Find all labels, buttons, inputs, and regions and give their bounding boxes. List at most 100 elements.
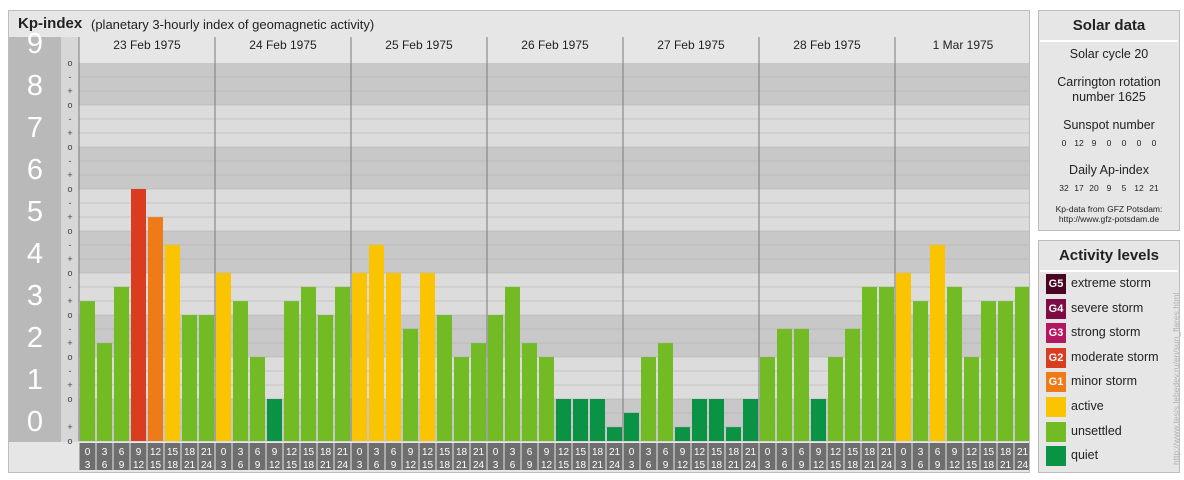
kp-bar [692, 399, 707, 441]
interval-end-label: 6 [782, 460, 788, 471]
kp-bar-chart: 23 Feb 1975 24 Feb 1975 25 Feb 1975 26 Feb … [9, 28, 1029, 471]
kp-bar [862, 286, 877, 441]
credit-line1: Kp-data from GFZ Potsdam: [1055, 204, 1163, 214]
interval-cell [878, 443, 895, 470]
kp-bar [471, 343, 486, 441]
sub-tick-label: - [69, 72, 72, 82]
kp-bar [981, 301, 996, 441]
kp-bar [709, 399, 724, 441]
sub-tick-label: + [67, 128, 72, 138]
sub-tick-label: o [67, 352, 72, 362]
interval-start-label: 12 [150, 447, 162, 458]
solar-data-title: Solar data [1072, 17, 1146, 34]
interval-cell [946, 443, 963, 470]
y-tick-label: 7 [27, 112, 43, 144]
sub-tick-label: + [67, 422, 72, 432]
date-band [79, 37, 1029, 63]
interval-end-label: 9 [663, 460, 669, 471]
interval-start-label: 9 [136, 447, 142, 458]
interval-cell [419, 443, 436, 470]
interval-cell [385, 443, 402, 470]
interval-cell [674, 443, 691, 470]
sub-tick-label: o [67, 184, 72, 194]
interval-end-label: 9 [935, 460, 941, 471]
interval-end-label: 15 [558, 460, 570, 471]
sub-tick-label: o [67, 310, 72, 320]
source-url: http://www.tesis.lebedev.ru/en/sun_flare… [1171, 292, 1181, 465]
interval-cell [725, 443, 742, 470]
interval-end-label: 9 [527, 460, 533, 471]
kp-bar [743, 399, 758, 441]
kp-bar [539, 357, 554, 441]
activity-levels-title: Activity levels [1058, 247, 1160, 264]
interval-start-label: 18 [320, 447, 332, 458]
interval-cell [147, 443, 164, 470]
kp-bar [352, 273, 367, 441]
kp-bar [777, 328, 792, 441]
interval-end-label: 3 [493, 460, 499, 471]
interval-start-label: 12 [694, 447, 706, 458]
interval-start-label: 0 [493, 447, 499, 458]
legend-label: unsettled [1071, 423, 1122, 438]
date-label: 1 Mar 1975 [933, 38, 994, 52]
kp-chart-panel: 23 Feb 1975 24 Feb 1975 25 Feb 1975 26 Feb … [8, 10, 1030, 473]
ap-value: 12 [1134, 183, 1144, 193]
date-label: 28 Feb 1975 [793, 38, 861, 52]
sunspot-value: 9 [1091, 138, 1097, 148]
kp-bar [896, 273, 911, 441]
interval-cell [436, 443, 453, 470]
kp-bar [233, 301, 248, 441]
interval-cell [657, 443, 674, 470]
interval-end-label: 3 [85, 460, 91, 471]
interval-start-label: 6 [935, 447, 941, 458]
interval-start-label: 12 [558, 447, 570, 458]
interval-end-label: 9 [799, 460, 805, 471]
interval-end-label: 3 [629, 460, 635, 471]
kp-bar [675, 427, 690, 441]
interval-end-label: 24 [337, 460, 349, 471]
date-label: 26 Feb 1975 [521, 38, 589, 52]
kp-bar [624, 412, 639, 441]
kp-bar [182, 315, 197, 441]
kp-bar [301, 286, 316, 441]
y-tick-label: 8 [27, 70, 43, 102]
sub-tick-column [61, 37, 79, 442]
interval-end-label: 12 [949, 460, 961, 471]
sub-tick-label: + [67, 170, 72, 180]
y-tick-label: 1 [27, 364, 43, 396]
interval-start-label: 0 [901, 447, 907, 458]
interval-start-label: 21 [609, 447, 621, 458]
interval-start-label: 21 [1017, 447, 1029, 458]
interval-cell [317, 443, 334, 470]
interval-cell [555, 443, 572, 470]
interval-end-label: 6 [510, 460, 516, 471]
interval-start-label: 12 [966, 447, 978, 458]
divider [1040, 40, 1178, 42]
sub-tick-label: o [67, 394, 72, 404]
interval-end-label: 3 [357, 460, 363, 471]
interval-cell [810, 443, 827, 470]
kp-bar [335, 286, 350, 441]
interval-start-label: 18 [456, 447, 468, 458]
divider [1040, 270, 1178, 272]
kp-bar [97, 343, 112, 441]
kp-bar [828, 357, 843, 441]
interval-start-label: 15 [983, 447, 995, 458]
kp-bar [148, 217, 163, 441]
interval-cell [793, 443, 810, 470]
legend-swatch: G3 [1046, 323, 1066, 344]
kp-bar [386, 273, 401, 441]
legend-label: extreme storm [1071, 276, 1151, 290]
interval-cell [113, 443, 130, 470]
interval-cell [215, 443, 232, 470]
credit-line2[interactable]: http://www.gfz-potsdam.de [1058, 214, 1160, 224]
chart-subtitle: (planetary 3-hourly index of geomagnetic… [91, 17, 375, 32]
interval-end-label: 24 [201, 460, 213, 471]
kp-bar [726, 427, 741, 441]
legend-label: minor storm [1071, 374, 1137, 389]
carrington-line2: number 1625 [1072, 90, 1146, 104]
date-label: 27 Feb 1975 [657, 38, 725, 52]
interval-end-label: 21 [184, 460, 196, 471]
y-tick-label: 4 [27, 238, 43, 270]
legend-swatch [1046, 397, 1066, 417]
